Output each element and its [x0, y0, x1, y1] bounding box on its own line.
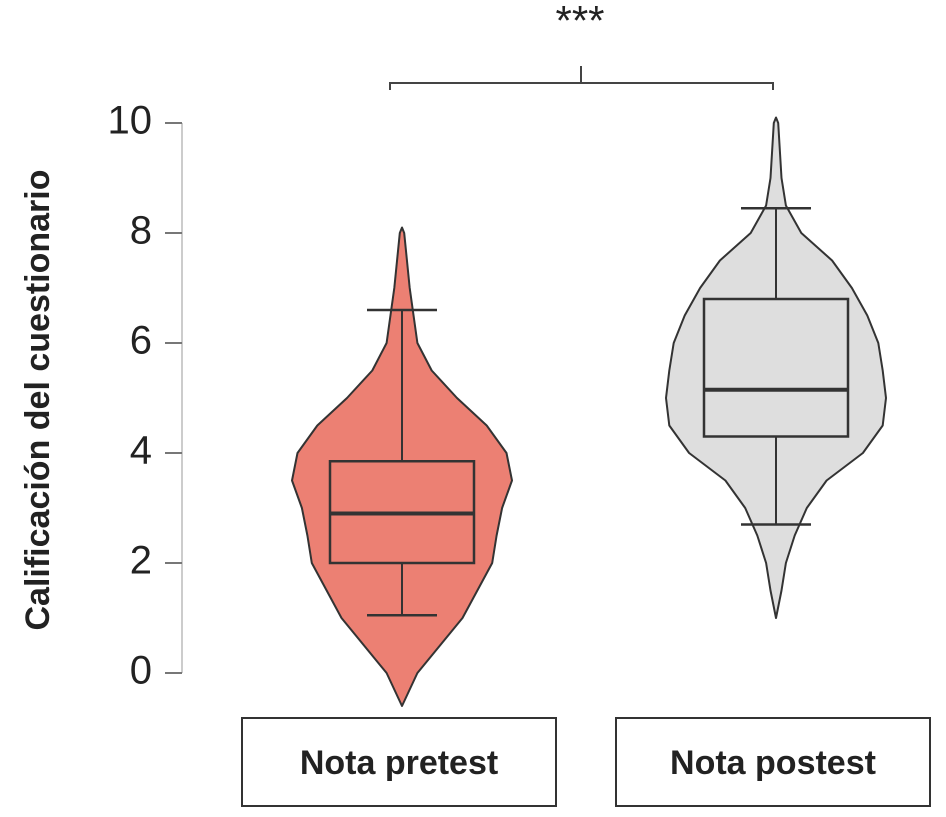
y-tick-label: 6	[130, 319, 152, 363]
significance-bracket	[389, 66, 774, 90]
y-tick-label: 4	[130, 429, 152, 473]
significance-label: ***	[555, 0, 604, 44]
x-tick-label: Nota pretest	[300, 744, 498, 782]
y-tick-label: 2	[130, 539, 152, 583]
category-box	[241, 717, 557, 807]
box	[702, 297, 850, 438]
y-tick-label: 8	[130, 209, 152, 253]
category-box	[615, 717, 931, 807]
x-tick-label: Nota postest	[670, 744, 876, 782]
y-tick-label: 0	[130, 649, 152, 693]
y-axis-label: Calificación del cuestionario	[19, 169, 57, 630]
y-tick-label: 10	[108, 99, 153, 143]
